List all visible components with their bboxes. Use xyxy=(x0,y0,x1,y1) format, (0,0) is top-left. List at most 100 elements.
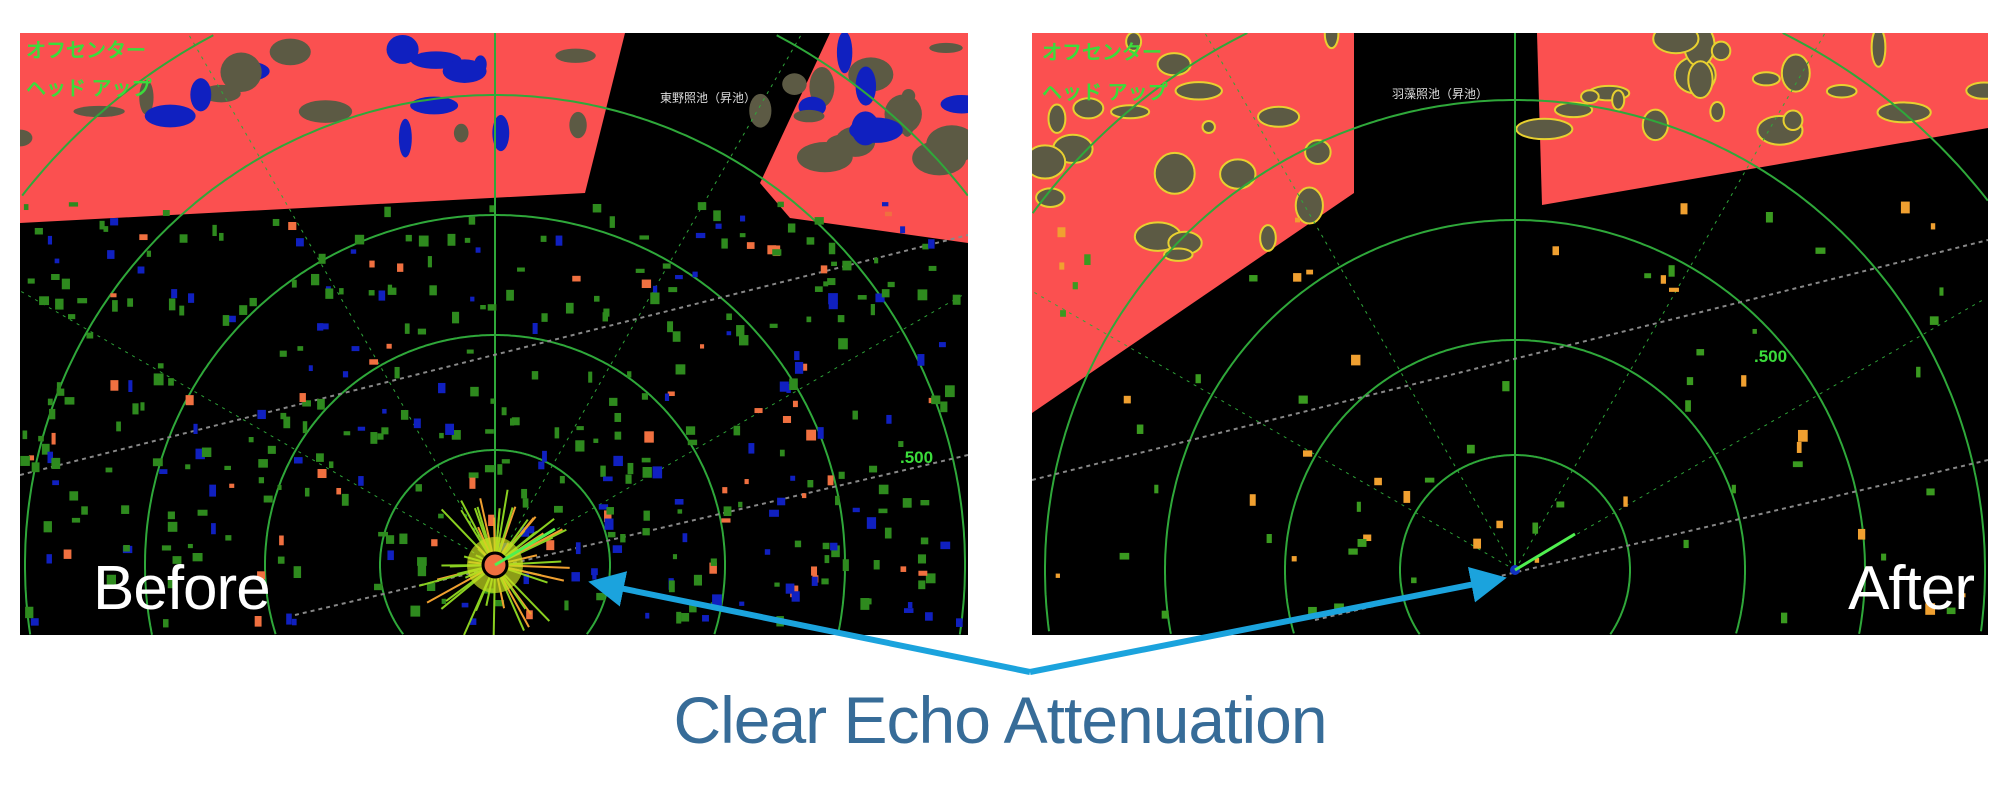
land-patch xyxy=(940,94,968,114)
echo-speck xyxy=(1696,349,1705,356)
echo-speck xyxy=(555,235,563,246)
echo-speck xyxy=(777,497,786,506)
echo-speck xyxy=(842,559,849,572)
place-label: 羽藻照池（昇池） xyxy=(1392,87,1489,101)
range-ring xyxy=(837,565,846,635)
range-ring xyxy=(1044,99,1986,632)
echo-speck xyxy=(369,359,379,365)
echo-speck xyxy=(754,408,763,414)
echo-speck xyxy=(439,432,444,439)
echo-speck xyxy=(777,201,784,208)
echo-speck xyxy=(167,521,178,532)
echo-speck xyxy=(1668,265,1675,277)
echo-speck xyxy=(572,275,581,282)
echo-speck xyxy=(55,298,64,310)
land-patch xyxy=(1219,158,1257,190)
course-vector xyxy=(494,527,556,567)
echo-speck xyxy=(576,426,584,431)
echo-speck xyxy=(740,215,746,222)
echo-speck xyxy=(382,408,387,414)
land-patch xyxy=(1163,247,1194,262)
echo-speck xyxy=(863,598,872,605)
caption: Clear Echo Attenuation xyxy=(673,683,1327,757)
echo-speck xyxy=(639,235,650,240)
echo-speck xyxy=(161,545,172,551)
echo-speck xyxy=(447,233,456,246)
echo-speck xyxy=(61,278,70,290)
mode-label-headup: ヘッド アップ xyxy=(1042,82,1168,104)
echo-speck xyxy=(526,610,533,620)
echo-speck xyxy=(521,488,528,499)
land-patch xyxy=(855,66,877,106)
echo-speck xyxy=(1357,538,1367,547)
echo-speck xyxy=(598,504,609,510)
echo-speck xyxy=(51,274,60,280)
echo-speck xyxy=(438,513,444,519)
echo-speck xyxy=(1929,316,1939,325)
echo-speck xyxy=(25,606,34,619)
echo-speck xyxy=(1424,477,1435,483)
echo-speck xyxy=(441,598,446,604)
land-patch xyxy=(929,42,963,53)
echo-speck xyxy=(254,616,262,627)
echo-speck xyxy=(884,527,892,539)
echo-speck xyxy=(258,477,265,484)
echo-speck xyxy=(827,475,834,486)
echo-speck xyxy=(1644,273,1652,279)
echo-speck xyxy=(652,285,658,296)
echo-speck xyxy=(1857,528,1866,540)
echo-speck xyxy=(609,397,618,406)
echo-speck xyxy=(609,216,615,228)
echo-speck xyxy=(790,475,796,481)
bearing-line xyxy=(494,34,802,566)
echo-speck xyxy=(288,221,297,231)
echo-speck xyxy=(791,591,800,602)
echo-speck xyxy=(308,365,313,372)
echo-speck xyxy=(1765,211,1773,223)
echo-speck xyxy=(293,566,302,579)
echo-speck xyxy=(672,331,681,342)
bearing-line xyxy=(1514,297,1987,571)
echo-speck xyxy=(489,205,495,213)
echo-speck xyxy=(302,400,311,407)
echo-speck xyxy=(31,462,40,473)
echo-speck xyxy=(612,545,623,553)
echo-speck xyxy=(316,453,324,462)
land-patch xyxy=(555,48,596,63)
echo-speck xyxy=(86,332,94,339)
echo-speck xyxy=(1946,607,1956,615)
radar-before-image: オフセンター ヘッド アップ 東野照池（昇池） .500 Before xyxy=(20,33,968,635)
echo-speck xyxy=(873,560,880,570)
echo-speck xyxy=(689,602,697,613)
echo-speck xyxy=(1466,444,1475,454)
echo-speck xyxy=(272,218,280,226)
echo-speck xyxy=(739,233,746,238)
echo-speck xyxy=(328,461,334,469)
echo-speck xyxy=(387,550,394,561)
land-patch xyxy=(796,142,853,173)
range-ring xyxy=(1164,219,1866,634)
echo-speck xyxy=(54,258,60,264)
echo-speck xyxy=(596,592,606,601)
echo-speck xyxy=(188,293,195,303)
echo-speck xyxy=(351,346,360,352)
echo-speck xyxy=(857,295,867,300)
echo-speck xyxy=(415,484,422,492)
echo-speck xyxy=(675,364,686,375)
echo-speck xyxy=(429,285,437,296)
echo-speck xyxy=(342,371,349,378)
echo-speck xyxy=(140,402,145,411)
echo-speck xyxy=(733,425,741,436)
echo-speck xyxy=(469,618,477,625)
echo-speck xyxy=(1780,612,1788,624)
echo-speck xyxy=(838,471,845,479)
echo-speck xyxy=(34,227,43,235)
echo-speck xyxy=(604,518,614,530)
echo-speck xyxy=(604,510,612,523)
echo-speck xyxy=(56,382,61,390)
land-patch xyxy=(492,114,510,152)
echo-speck xyxy=(886,414,892,424)
echo-speck xyxy=(635,268,645,273)
land-patch xyxy=(1515,117,1574,141)
echo-speck xyxy=(280,412,287,420)
